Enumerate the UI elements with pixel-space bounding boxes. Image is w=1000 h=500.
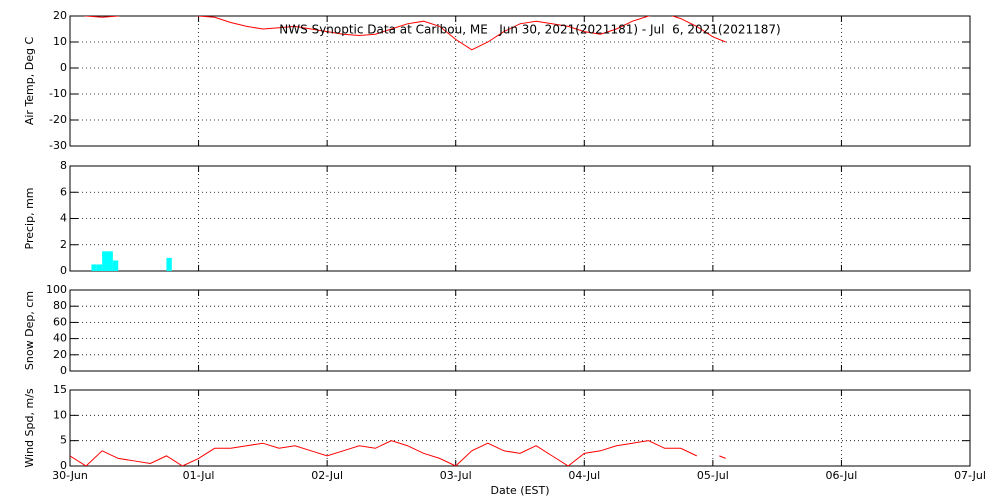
x-tick-label: 30-Jun	[52, 469, 88, 482]
chart-title: NWS Synoptic Data at Caribou, ME Jun 30,…	[279, 23, 780, 37]
x-tick-label: 02-Jul	[311, 469, 343, 482]
y-tick-label: -30	[49, 139, 67, 152]
y-tick-label: 0	[60, 364, 67, 377]
plot-area	[91, 251, 172, 271]
plot-frame	[69, 165, 971, 272]
y-tick-label: 5	[60, 434, 67, 447]
x-axis-label: Date (EST)	[490, 484, 549, 497]
y-axis-label: Snow Dep, cm	[23, 291, 36, 370]
y-tick-label: 80	[53, 299, 67, 312]
y-tick-label: 2	[60, 238, 67, 251]
y-tick-label: 0	[60, 459, 67, 472]
bar	[102, 251, 108, 271]
y-tick-label: 10	[53, 35, 67, 48]
x-tick-label: 04-Jul	[568, 469, 600, 482]
panel: 0 20 40 60 80 100 Snow Dep, cm	[23, 283, 971, 377]
y-tick-label: 20	[53, 348, 67, 361]
bar	[107, 251, 113, 271]
x-tick-label: 07-Jul	[954, 469, 986, 482]
y-tick-label: 40	[53, 332, 67, 345]
y-tick-label: 8	[60, 159, 67, 172]
y-tick-label: 10	[53, 408, 67, 421]
x-tick-label: 06-Jul	[825, 469, 857, 482]
plot-area	[70, 440, 726, 466]
y-tick-label: 4	[60, 212, 67, 225]
bar	[112, 260, 119, 271]
panel: 0 5 10 15 30-Jun 01-Jul 02-Jul 03-Jul 04-Jul 05-J…	[23, 383, 986, 497]
y-tick-label: 15	[53, 383, 67, 396]
y-tick-label: 6	[60, 185, 67, 198]
y-tick-label: -20	[49, 113, 67, 126]
bar	[166, 257, 172, 271]
x-tick-label: 01-Jul	[183, 469, 215, 482]
panel: -30 -20 -10 0 10 20 Air Temp, Deg C	[23, 9, 971, 152]
y-tick-label: 100	[46, 283, 67, 296]
bar	[91, 264, 97, 271]
y-axis-label: Wind Spd, m/s	[23, 388, 36, 468]
y-axis-label: Air Temp, Deg C	[23, 37, 36, 126]
plot-frame	[69, 389, 971, 467]
data-line	[82, 16, 726, 51]
panel: 0 2 4 6 8 Precip, mm	[23, 159, 971, 277]
y-tick-label: 0	[60, 61, 67, 74]
x-tick-label: 05-Jul	[697, 469, 729, 482]
y-tick-label: 0	[60, 264, 67, 277]
x-tick-label: 03-Jul	[440, 469, 472, 482]
y-tick-label: -10	[49, 87, 67, 100]
y-axis-label: Precip, mm	[23, 188, 36, 250]
y-tick-label: 20	[53, 9, 67, 22]
bar	[96, 264, 103, 271]
plot-frame	[69, 289, 971, 372]
plot-area	[82, 16, 726, 51]
y-tick-label: 60	[53, 315, 67, 328]
plot-frame	[69, 15, 971, 147]
data-line	[70, 440, 726, 466]
